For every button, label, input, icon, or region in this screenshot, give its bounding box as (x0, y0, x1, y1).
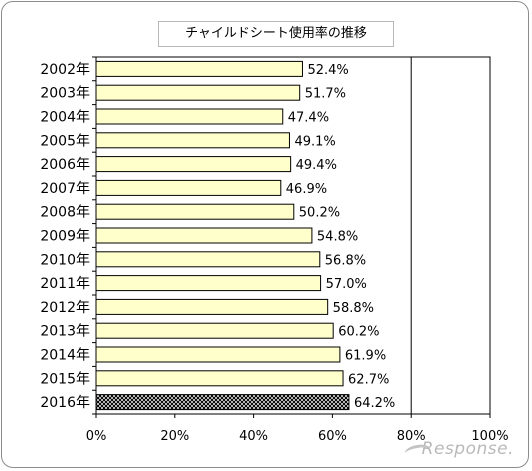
value-label: 49.4% (296, 158, 337, 173)
category-label: 2016年 (40, 395, 90, 411)
bar-2016年 (95, 394, 350, 411)
category-label: 2007年 (40, 181, 90, 197)
bar-2015年 (95, 370, 344, 387)
x-tick-label: 60% (318, 429, 347, 444)
value-label: 49.1% (294, 134, 335, 149)
bar-2009年 (95, 227, 313, 244)
bar-2014年 (95, 346, 341, 363)
bar-2005年 (95, 132, 290, 149)
response-watermark: Response. (403, 439, 514, 461)
category-label: 2008年 (40, 205, 90, 221)
category-label: 2004年 (40, 110, 90, 126)
value-label: 56.8% (325, 253, 366, 268)
bar-2012年 (95, 298, 329, 315)
chart-title: チャイルドシート使用率の推移 (158, 21, 394, 47)
value-label: 60.2% (338, 325, 379, 340)
category-label: 2014年 (40, 348, 90, 364)
bar-2008年 (95, 203, 295, 220)
category-label: 2003年 (40, 86, 90, 102)
bar-2002年 (95, 60, 303, 77)
x-tick-label: 100% (471, 429, 508, 444)
bar-2006年 (95, 156, 292, 173)
x-tick-label: 80% (397, 429, 426, 444)
value-label: 47.4% (288, 111, 329, 126)
category-label: 2012年 (40, 300, 90, 316)
category-label: 2013年 (40, 324, 90, 340)
category-label: 2009年 (40, 229, 90, 245)
value-label: 51.7% (305, 87, 346, 102)
bar-2003年 (95, 84, 301, 101)
bar-2011年 (95, 275, 322, 292)
value-label: 54.8% (317, 230, 358, 245)
value-label: 57.0% (326, 277, 367, 292)
category-label: 2005年 (40, 133, 90, 149)
category-label: 2010年 (40, 252, 90, 268)
x-tick-label: 0% (86, 429, 107, 444)
bar-2013年 (95, 322, 334, 339)
category-label: 2011年 (40, 276, 90, 292)
category-label: 2006年 (40, 157, 90, 173)
x-tick-label: 20% (160, 429, 189, 444)
bar-2007年 (95, 179, 282, 196)
bar-2010年 (95, 251, 321, 268)
x-tick-label: 40% (239, 429, 268, 444)
value-label: 58.8% (333, 301, 374, 316)
value-label: 50.2% (299, 206, 340, 221)
category-label: 2015年 (40, 371, 90, 387)
value-label: 61.9% (345, 349, 386, 364)
bar-2004年 (95, 108, 284, 125)
value-label: 46.9% (286, 182, 327, 197)
value-label: 62.7% (348, 372, 389, 387)
value-label: 64.2% (354, 396, 395, 411)
category-label: 2002年 (40, 62, 90, 78)
value-label: 52.4% (307, 63, 348, 78)
